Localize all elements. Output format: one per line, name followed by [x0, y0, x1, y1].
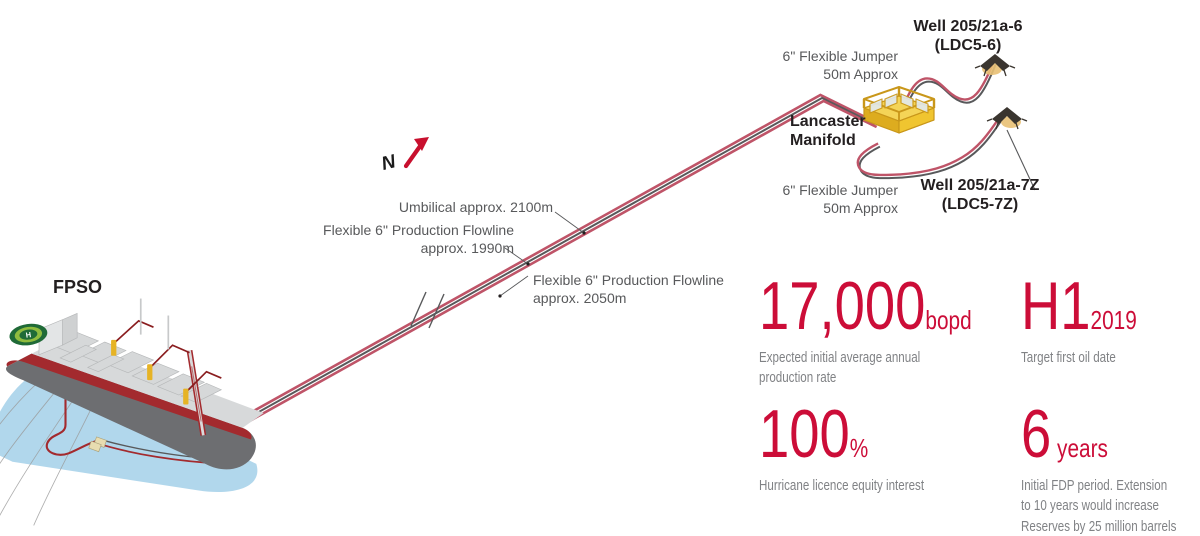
- svg-text:N: N: [379, 151, 399, 175]
